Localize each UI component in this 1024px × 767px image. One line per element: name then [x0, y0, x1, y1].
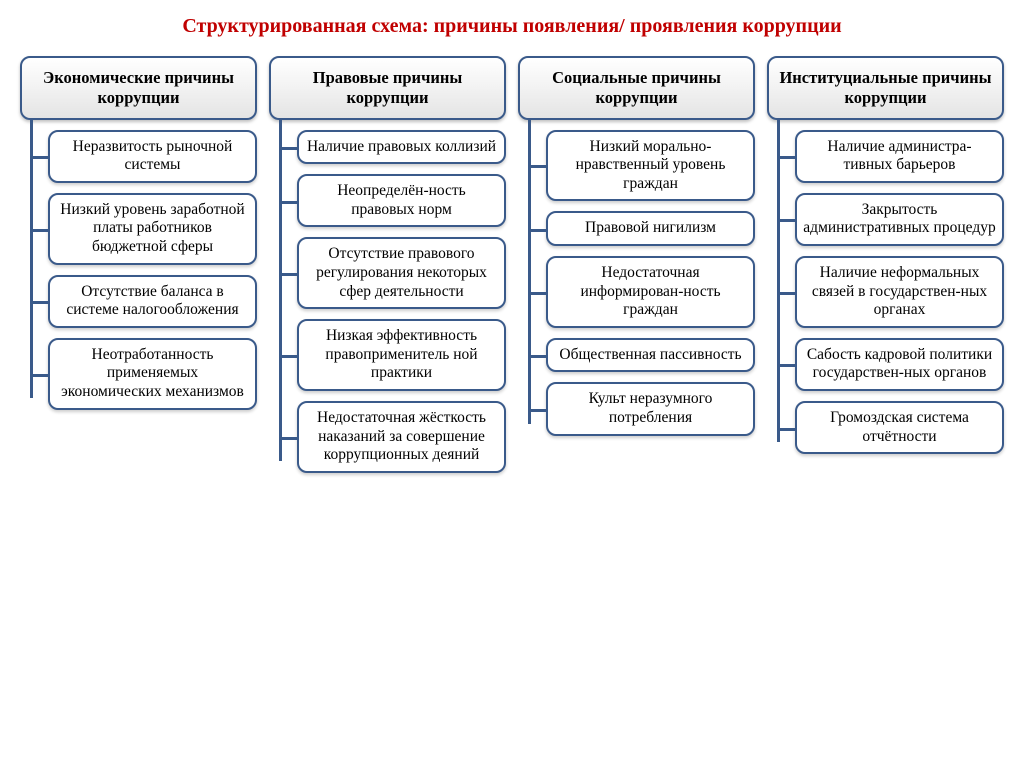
branch-item: Отсутствие баланса в системе налогооблож…: [48, 275, 257, 328]
branch-item: Отсутствие правового регулирования некот…: [297, 237, 506, 309]
branch-item: Недостаточная информирован-ность граждан: [546, 256, 755, 328]
item-box: Недостаточная жёсткость наказаний за сов…: [297, 401, 506, 473]
branch-item: Неопределён-ность правовых норм: [297, 174, 506, 227]
branch-item: Правовой нигилизм: [546, 211, 755, 246]
columns-container: Экономические причины коррупции Неразвит…: [20, 56, 1004, 483]
column-header: Институциальные причины коррупции: [767, 56, 1004, 120]
item-box: Правовой нигилизм: [546, 211, 755, 246]
item-box: Сабость кадровой политики государствен-н…: [795, 338, 1004, 391]
column-institutional: Институциальные причины коррупции Наличи…: [767, 56, 1004, 464]
branch-item: Низкая эффективность правоприменитель но…: [297, 319, 506, 391]
branch: Низкий морально-нравственный уровень гра…: [528, 130, 755, 446]
branch: Неразвитость рыночной системы Низкий уро…: [30, 130, 257, 420]
item-box: Отсутствие правового регулирования некот…: [297, 237, 506, 309]
branch-item: Сабость кадровой политики государствен-н…: [795, 338, 1004, 391]
branch-item: Неотработанность применяемых экономическ…: [48, 338, 257, 410]
column-header: Экономические причины коррупции: [20, 56, 257, 120]
branch-item: Наличие неформальных связей в государств…: [795, 256, 1004, 328]
branch-item: Громоздская система отчётности: [795, 401, 1004, 454]
item-box: Недостаточная информирован-ность граждан: [546, 256, 755, 328]
branch-item: Культ неразумного потребления: [546, 382, 755, 435]
item-box: Низкий морально-нравственный уровень гра…: [546, 130, 755, 202]
item-box: Наличие неформальных связей в государств…: [795, 256, 1004, 328]
column-economic: Экономические причины коррупции Неразвит…: [20, 56, 257, 420]
column-social: Социальные причины коррупции Низкий мора…: [518, 56, 755, 446]
branch: Наличие правовых коллизий Неопределён-но…: [279, 130, 506, 483]
item-box: Низкий уровень заработной платы работник…: [48, 193, 257, 265]
item-box: Неразвитость рыночной системы: [48, 130, 257, 183]
item-box: Отсутствие баланса в системе налогооблож…: [48, 275, 257, 328]
branch-item: Низкий морально-нравственный уровень гра…: [546, 130, 755, 202]
item-box: Низкая эффективность правоприменитель но…: [297, 319, 506, 391]
item-box: Неопределён-ность правовых норм: [297, 174, 506, 227]
item-box: Общественная пассивность: [546, 338, 755, 373]
branch-item: Закрытость административных процедур: [795, 193, 1004, 246]
branch-item: Общественная пассивность: [546, 338, 755, 373]
item-box: Наличие администра-тивных барьеров: [795, 130, 1004, 183]
branch-item: Недостаточная жёсткость наказаний за сов…: [297, 401, 506, 473]
item-box: Закрытость административных процедур: [795, 193, 1004, 246]
diagram-title: Структурированная схема: причины появлен…: [20, 15, 1004, 38]
branch: Наличие администра-тивных барьеров Закры…: [777, 130, 1004, 465]
branch-item: Наличие администра-тивных барьеров: [795, 130, 1004, 183]
column-legal: Правовые причины коррупции Наличие право…: [269, 56, 506, 483]
item-box: Культ неразумного потребления: [546, 382, 755, 435]
item-box: Громоздская система отчётности: [795, 401, 1004, 454]
branch-item: Неразвитость рыночной системы: [48, 130, 257, 183]
item-box: Неотработанность применяемых экономическ…: [48, 338, 257, 410]
item-box: Наличие правовых коллизий: [297, 130, 506, 165]
column-header: Социальные причины коррупции: [518, 56, 755, 120]
branch-item: Наличие правовых коллизий: [297, 130, 506, 165]
branch-item: Низкий уровень заработной платы работник…: [48, 193, 257, 265]
column-header: Правовые причины коррупции: [269, 56, 506, 120]
